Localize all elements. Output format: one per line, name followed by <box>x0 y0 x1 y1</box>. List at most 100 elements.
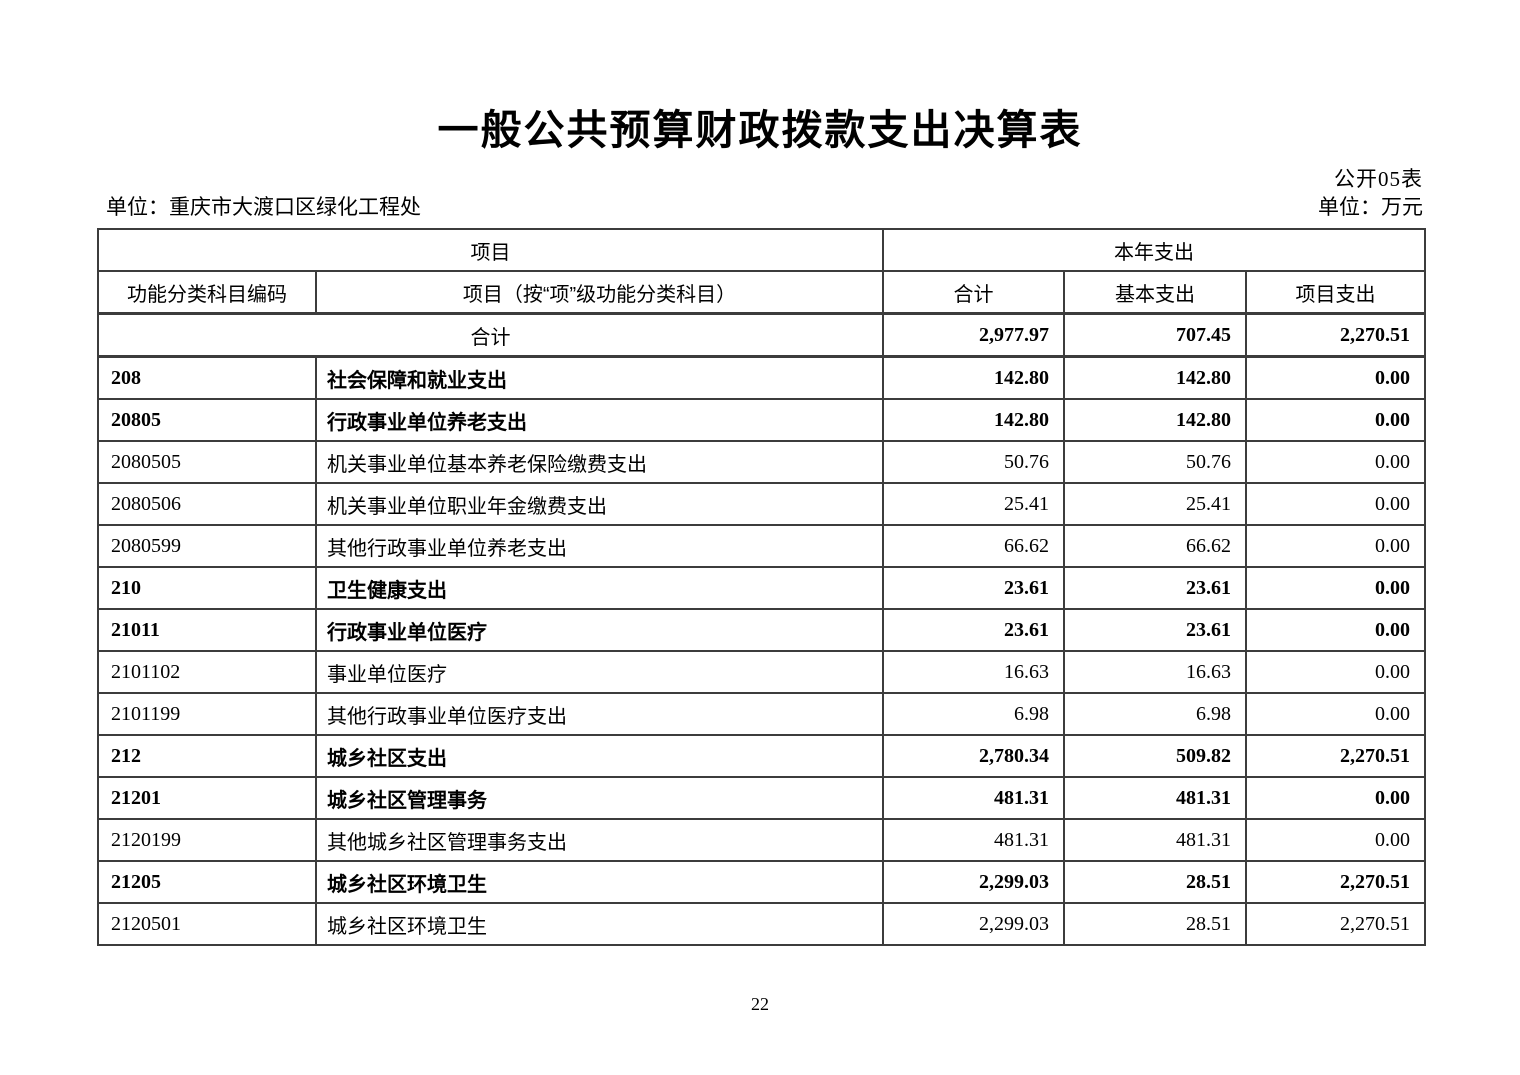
row-name: 事业单位医疗 <box>315 650 884 694</box>
row-name: 城乡社区环境卫生 <box>315 860 884 904</box>
table-row: 2101102 事业单位医疗 16.63 16.63 0.00 <box>97 650 1427 694</box>
row-project-value: 0.00 <box>1244 776 1427 820</box>
row-basic-value: 6.98 <box>1063 692 1247 736</box>
row-code: 2080599 <box>97 524 317 568</box>
row-project-value: 0.00 <box>1244 482 1427 526</box>
col-header-item: 项目（按“项”级功能分类科目） <box>315 270 884 315</box>
row-code: 208 <box>97 355 317 400</box>
row-total-value: 50.76 <box>882 440 1065 484</box>
table-row: 212 城乡社区支出 2,780.34 509.82 2,270.51 <box>97 734 1427 778</box>
row-code: 212 <box>97 734 317 778</box>
page-number: 22 <box>751 994 769 1014</box>
row-project-value: 0.00 <box>1244 692 1427 736</box>
row-code: 2120199 <box>97 818 317 862</box>
table-row: 2120199 其他城乡社区管理事务支出 481.31 481.31 0.00 <box>97 818 1427 862</box>
col-header-total: 合计 <box>882 270 1065 315</box>
row-code: 2080506 <box>97 482 317 526</box>
table-row: 2080599 其他行政事业单位养老支出 66.62 66.62 0.00 <box>97 524 1427 568</box>
row-code: 210 <box>97 566 317 610</box>
row-name: 其他城乡社区管理事务支出 <box>315 818 884 862</box>
row-project-value: 2,270.51 <box>1244 902 1427 946</box>
row-name: 其他行政事业单位养老支出 <box>315 524 884 568</box>
form-code-label: 公开05表 <box>1334 167 1423 191</box>
col-header-basic: 基本支出 <box>1063 270 1247 315</box>
row-total-value: 2,299.03 <box>882 860 1065 904</box>
row-basic-value: 509.82 <box>1063 734 1247 778</box>
table-row: 2120501 城乡社区环境卫生 2,299.03 28.51 2,270.51 <box>97 902 1427 946</box>
header-group-current-year: 本年支出 <box>881 228 1427 272</box>
row-total-value: 142.80 <box>882 355 1065 400</box>
row-code: 21201 <box>97 776 317 820</box>
table-row: 20805 行政事业单位养老支出 142.80 142.80 0.00 <box>97 398 1427 442</box>
row-basic-value: 50.76 <box>1063 440 1247 484</box>
row-basic-value: 23.61 <box>1063 566 1247 610</box>
row-name: 城乡社区管理事务 <box>315 776 884 820</box>
row-basic-value: 28.51 <box>1063 902 1247 946</box>
row-total-value: 142.80 <box>882 398 1065 442</box>
header-group-item: 项目 <box>97 228 884 272</box>
row-total-value: 25.41 <box>882 482 1065 526</box>
row-name: 其他行政事业单位医疗支出 <box>315 692 884 736</box>
row-name: 行政事业单位医疗 <box>315 608 884 652</box>
row-basic-value: 481.31 <box>1063 776 1247 820</box>
table-row: 2101199 其他行政事业单位医疗支出 6.98 6.98 0.00 <box>97 692 1427 736</box>
page-title: 一般公共预算财政拨款支出决算表 <box>437 107 1083 153</box>
row-project-value: 0.00 <box>1244 566 1427 610</box>
row-basic-value: 25.41 <box>1063 482 1247 526</box>
table-row: 2080505 机关事业单位基本养老保险缴费支出 50.76 50.76 0.0… <box>97 440 1427 484</box>
col-header-project: 项目支出 <box>1244 270 1427 315</box>
row-total-value: 23.61 <box>882 566 1065 610</box>
row-basic-value: 28.51 <box>1063 860 1247 904</box>
row-total-value: 2,299.03 <box>882 902 1065 946</box>
row-total-value: 2,780.34 <box>882 734 1065 778</box>
row-total-value: 6.98 <box>882 692 1065 736</box>
row-basic-value: 66.62 <box>1063 524 1247 568</box>
table-header-group-row: 项目 本年支出 <box>97 228 1427 272</box>
col-header-code: 功能分类科目编码 <box>97 270 317 315</box>
row-project-value: 2,270.51 <box>1244 734 1427 778</box>
currency-unit-label: 单位：万元 <box>1318 195 1423 219</box>
table-row: 210 卫生健康支出 23.61 23.61 0.00 <box>97 566 1427 610</box>
row-code: 21205 <box>97 860 317 904</box>
row-code: 21011 <box>97 608 317 652</box>
table-row: 21205 城乡社区环境卫生 2,299.03 28.51 2,270.51 <box>97 860 1427 904</box>
row-code: 2120501 <box>97 902 317 946</box>
grand-total-value: 2,977.97 <box>882 312 1065 358</box>
grand-total-label: 合计 <box>97 312 884 358</box>
row-code: 2101102 <box>97 650 317 694</box>
row-total-value: 481.31 <box>882 776 1065 820</box>
row-code: 2101199 <box>97 692 317 736</box>
table-row: 208 社会保障和就业支出 142.80 142.80 0.00 <box>97 355 1427 400</box>
row-code: 20805 <box>97 398 317 442</box>
row-code: 2080505 <box>97 440 317 484</box>
row-name: 城乡社区环境卫生 <box>315 902 884 946</box>
row-total-value: 66.62 <box>882 524 1065 568</box>
row-name: 城乡社区支出 <box>315 734 884 778</box>
meta-row: 单位：重庆市大渡口区绿化工程处 单位：万元 <box>106 191 1423 221</box>
row-project-value: 0.00 <box>1244 398 1427 442</box>
reporting-unit-label: 单位：重庆市大渡口区绿化工程处 <box>106 195 421 219</box>
row-project-value: 0.00 <box>1244 524 1427 568</box>
table-row: 21011 行政事业单位医疗 23.61 23.61 0.00 <box>97 608 1427 652</box>
grand-total-row: 合计 2,977.97 707.45 2,270.51 <box>97 312 1427 358</box>
table-row: 2080506 机关事业单位职业年金缴费支出 25.41 25.41 0.00 <box>97 482 1427 526</box>
row-basic-value: 142.80 <box>1063 355 1247 400</box>
grand-total-basic-value: 707.45 <box>1063 312 1247 358</box>
row-name: 机关事业单位基本养老保险缴费支出 <box>315 440 884 484</box>
table-header-row: 功能分类科目编码 项目（按“项”级功能分类科目） 合计 基本支出 项目支出 <box>97 270 1427 315</box>
row-total-value: 481.31 <box>882 818 1065 862</box>
row-name: 社会保障和就业支出 <box>315 355 884 400</box>
row-project-value: 0.00 <box>1244 355 1427 400</box>
row-project-value: 2,270.51 <box>1244 860 1427 904</box>
table-row: 21201 城乡社区管理事务 481.31 481.31 0.00 <box>97 776 1427 820</box>
row-project-value: 0.00 <box>1244 818 1427 862</box>
grand-total-project-value: 2,270.51 <box>1244 312 1427 358</box>
row-basic-value: 23.61 <box>1063 608 1247 652</box>
row-name: 行政事业单位养老支出 <box>315 398 884 442</box>
row-total-value: 23.61 <box>882 608 1065 652</box>
row-name: 机关事业单位职业年金缴费支出 <box>315 482 884 526</box>
row-project-value: 0.00 <box>1244 440 1427 484</box>
row-basic-value: 142.80 <box>1063 398 1247 442</box>
row-project-value: 0.00 <box>1244 650 1427 694</box>
